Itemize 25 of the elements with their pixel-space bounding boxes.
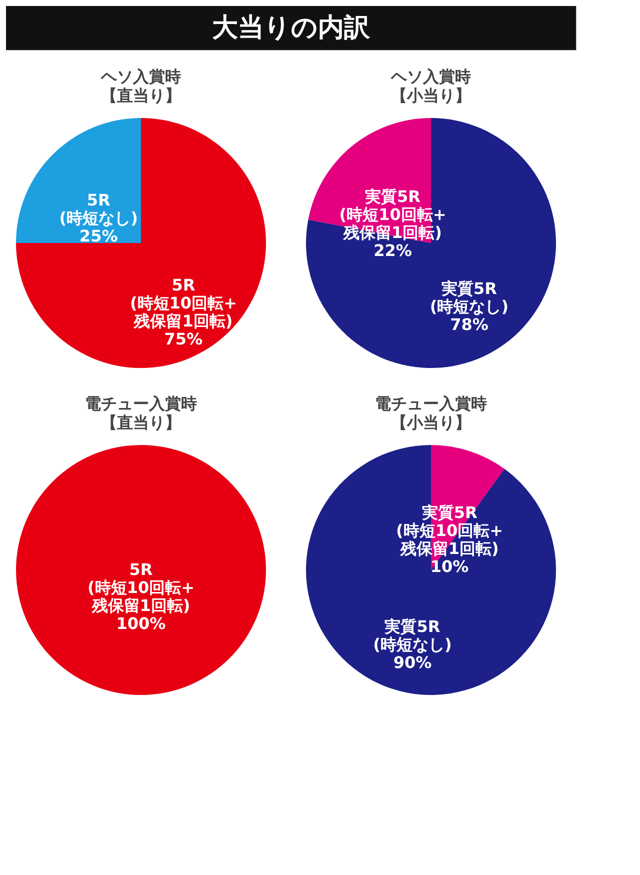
chart-title: ヘソ入賞時 xyxy=(100,67,181,86)
slice-label: 5R (時短なし) xyxy=(59,190,138,228)
data-label: 75% xyxy=(164,329,203,348)
chart-title: ヘソ入賞時 xyxy=(390,67,471,86)
slice-label: 5R (時短10回転+ 残保留1回転) xyxy=(88,560,194,615)
pie-slice xyxy=(16,118,266,368)
slice-label: 実質5R (時短なし) xyxy=(373,617,452,654)
pie-slice xyxy=(306,445,556,695)
chart-subtitle: 【小当り】 xyxy=(391,413,471,432)
chart-subtitle: 【直当り】 xyxy=(101,413,181,432)
chart-subtitle: 【直当り】 xyxy=(101,86,181,105)
slice-label: 実質5R (時短なし) xyxy=(430,279,509,316)
pie-slice xyxy=(16,118,141,243)
text: 大当りの内訳 xyxy=(212,13,371,43)
data-label: 100% xyxy=(116,614,166,633)
chart-subtitle: 【小当り】 xyxy=(391,86,471,105)
pie-slice xyxy=(306,118,556,368)
data-label: 10% xyxy=(430,556,469,576)
data-label: 22% xyxy=(374,240,412,260)
chart-title: 電チュー入賞時 xyxy=(85,394,197,413)
data-label: 90% xyxy=(393,653,432,672)
data-label: 25% xyxy=(79,226,118,246)
chart-title: 電チュー入賞時 xyxy=(375,394,487,413)
data-label: 78% xyxy=(450,315,488,334)
slice-label: 5R (時短10回転+ 残保留1回転) xyxy=(130,275,237,330)
